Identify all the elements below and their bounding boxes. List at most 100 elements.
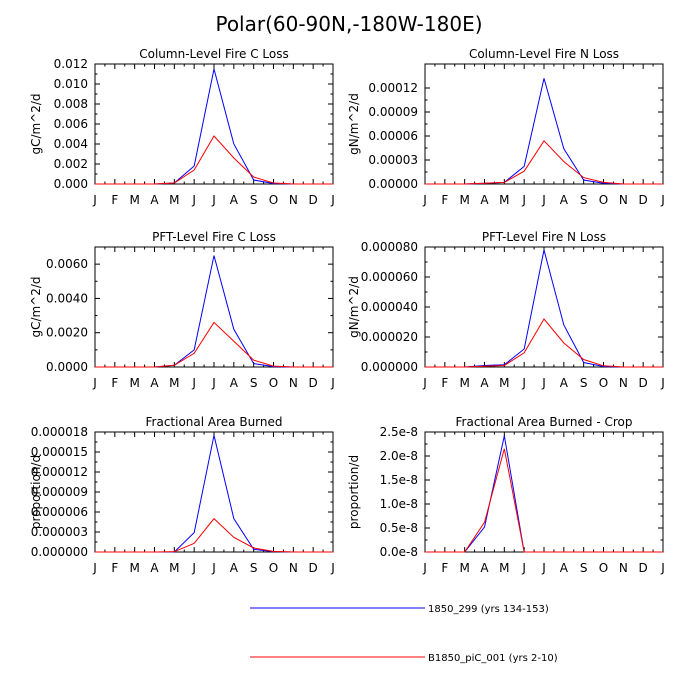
x-tick-label: J	[92, 376, 97, 390]
x-tick-label: M	[459, 193, 469, 207]
y-tick-label: 0.000060	[361, 270, 418, 284]
series-line-red	[95, 517, 333, 553]
panel-title: Column-Level Fire C Loss	[139, 47, 289, 61]
x-tick-label: M	[169, 376, 179, 390]
x-tick-label: J	[191, 376, 196, 390]
x-tick-label: O	[599, 561, 608, 575]
y-tick-label: 0.000040	[361, 300, 418, 314]
x-tick-label: O	[269, 193, 278, 207]
series-line-blue	[95, 255, 333, 368]
x-tick-label: N	[289, 376, 298, 390]
panel-title: Column-Level Fire N Loss	[469, 47, 619, 61]
series-line-red	[95, 135, 333, 185]
x-tick-label: A	[230, 561, 239, 575]
x-tick-label: O	[269, 376, 278, 390]
y-tick-label: 0.012	[54, 57, 88, 71]
x-tick-label: O	[269, 561, 278, 575]
x-tick-label: M	[499, 193, 509, 207]
legend-label-2: B1850_piC_001 (yrs 2-10)	[428, 653, 558, 664]
x-tick-label: M	[459, 376, 469, 390]
x-tick-label: A	[150, 376, 159, 390]
x-tick-label: J	[422, 376, 427, 390]
x-tick-label: J	[191, 561, 196, 575]
y-tick-label: 0.000012	[31, 465, 88, 479]
plot-frame	[424, 246, 664, 368]
y-tick-label: 1.5e-8	[380, 473, 418, 487]
series-line-red	[425, 318, 663, 368]
x-tick-label: N	[289, 193, 298, 207]
x-tick-label: M	[169, 561, 179, 575]
y-tick-label: 0.000000	[361, 360, 418, 374]
y-tick-label: 0.00009	[368, 105, 418, 119]
x-tick-label: J	[541, 193, 546, 207]
y-tick-label: 0.000080	[361, 240, 418, 254]
y-tick-label: 0.002	[54, 157, 88, 171]
series-line-blue	[425, 435, 663, 553]
series-line-red	[425, 139, 663, 185]
x-tick-label: J	[422, 193, 427, 207]
y-tick-label: 0.0e-8	[380, 545, 418, 559]
plot-frame	[94, 63, 334, 185]
x-tick-label: J	[92, 193, 97, 207]
x-tick-label: O	[599, 376, 608, 390]
x-tick-label: J	[211, 376, 216, 390]
x-tick-label: F	[111, 376, 118, 390]
y-axis-label: proportion/d	[347, 455, 361, 529]
x-tick-label: F	[111, 561, 118, 575]
x-tick-label: J	[660, 193, 665, 207]
y-tick-label: 2.5e-8	[380, 425, 418, 439]
x-tick-label: A	[560, 193, 569, 207]
x-tick-label: N	[619, 561, 628, 575]
x-tick-label: D	[639, 561, 648, 575]
x-tick-label: S	[250, 193, 258, 207]
x-tick-label: A	[230, 193, 239, 207]
x-tick-label: F	[441, 561, 448, 575]
x-tick-label: J	[521, 193, 526, 207]
x-tick-label: A	[480, 193, 489, 207]
y-tick-label: 1.0e-8	[380, 497, 418, 511]
y-tick-label: 0.0000	[46, 360, 88, 374]
x-tick-label: J	[330, 561, 335, 575]
y-tick-label: 0.00006	[368, 129, 418, 143]
x-tick-label: J	[211, 561, 216, 575]
y-tick-label: 0.000020	[361, 330, 418, 344]
y-tick-label: 0.000015	[31, 445, 88, 459]
x-tick-label: A	[150, 193, 159, 207]
y-tick-label: 0.0020	[46, 326, 88, 340]
y-tick-label: 0.004	[54, 137, 88, 151]
x-tick-label: F	[111, 193, 118, 207]
x-tick-label: S	[580, 376, 588, 390]
x-tick-label: F	[441, 376, 448, 390]
x-tick-label: A	[480, 376, 489, 390]
plot-frame	[424, 63, 664, 185]
y-axis-label: gC/m^2/d	[29, 276, 43, 337]
series-line-blue	[425, 249, 663, 368]
x-tick-label: J	[521, 376, 526, 390]
x-tick-label: N	[619, 193, 628, 207]
y-tick-label: 0.000	[54, 177, 88, 191]
y-axis-label: gN/m^2/d	[347, 93, 361, 155]
y-tick-label: 0.0060	[46, 257, 88, 271]
x-tick-label: S	[580, 561, 588, 575]
x-tick-label: S	[580, 193, 588, 207]
x-tick-label: J	[521, 561, 526, 575]
figure-title: Polar(60-90N,-180W-180E)	[215, 12, 482, 36]
series-line-blue	[95, 68, 333, 185]
legend-label-1: 1850_299 (yrs 134-153)	[428, 604, 549, 615]
y-tick-label: 2.0e-8	[380, 449, 418, 463]
x-tick-label: N	[289, 561, 298, 575]
x-tick-label: D	[639, 376, 648, 390]
x-tick-label: S	[250, 376, 258, 390]
y-tick-label: 0.000018	[31, 425, 88, 439]
y-tick-label: 0.00012	[368, 81, 418, 95]
legend: 1850_299 (yrs 134-153) B1850_piC_001 (yrs…	[250, 604, 558, 664]
x-tick-label: J	[660, 561, 665, 575]
y-tick-label: 0.000009	[31, 485, 88, 499]
series-line-red	[95, 321, 333, 368]
x-tick-label: A	[230, 376, 239, 390]
series-line-red	[425, 448, 663, 553]
